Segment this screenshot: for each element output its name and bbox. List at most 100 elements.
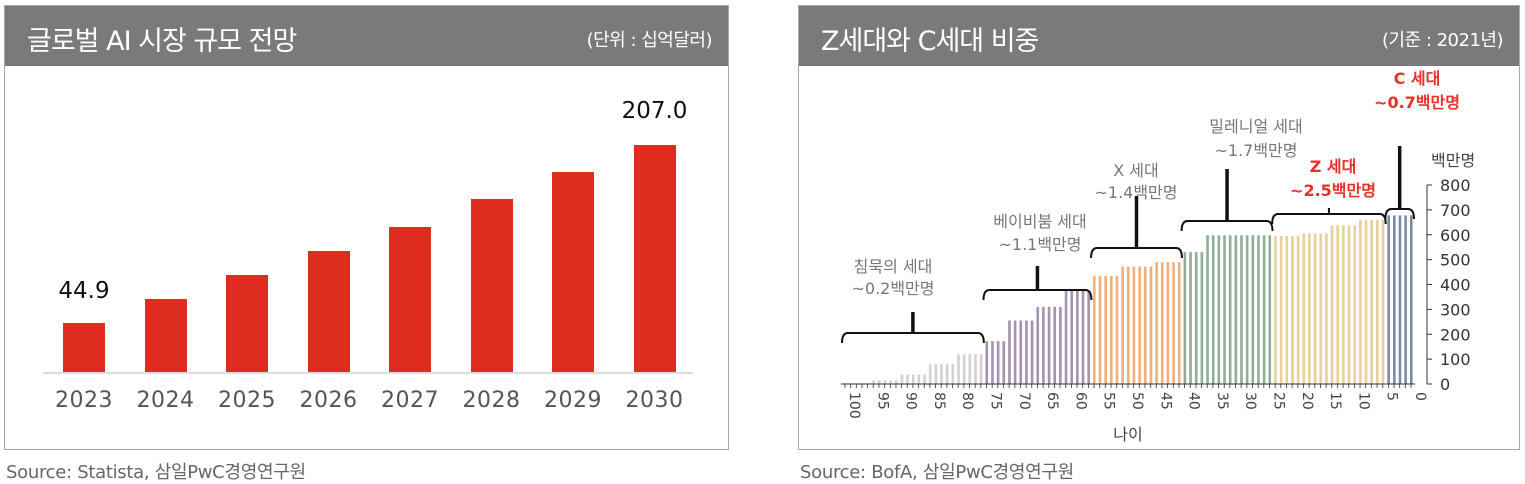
- age-bar: [1376, 219, 1379, 384]
- y-tick-label: 200: [1440, 325, 1471, 344]
- age-bar: [1059, 306, 1062, 384]
- x-tick-label: 10: [1355, 392, 1371, 410]
- age-bar: [1155, 262, 1158, 384]
- age-bar: [979, 354, 983, 384]
- generation-name-label: C 세대: [1394, 69, 1441, 88]
- age-bar: [1087, 290, 1090, 384]
- x-tick-label: 50: [1129, 392, 1145, 410]
- age-bar: [928, 364, 932, 384]
- age-bar: [951, 364, 955, 384]
- age-bar: [894, 380, 898, 384]
- age-bar: [923, 374, 926, 384]
- age-bar: [968, 354, 972, 384]
- generation-bracket: [982, 289, 1093, 301]
- age-bar: [1240, 235, 1243, 384]
- age-bar: [962, 354, 966, 384]
- x-tick-label: 15: [1327, 392, 1343, 410]
- x-tick-label: 100: [846, 392, 862, 419]
- age-bar: [1251, 235, 1255, 384]
- source-note-left: Source: Statista, 삼일PwC경영연구원: [6, 462, 306, 483]
- panel-header: 글로벌 AI 시장 규모 전망 (단위 : 십억달러): [5, 6, 728, 66]
- age-bar: [1353, 225, 1356, 384]
- age-bar: [1223, 235, 1226, 384]
- age-bar: [1325, 233, 1328, 384]
- age-bar: [1013, 320, 1017, 384]
- chart-unit: (기준 : 2021년): [1381, 30, 1504, 51]
- age-bar: [1291, 235, 1294, 384]
- bar-2027: [389, 227, 431, 372]
- ai-market-chart-panel: 글로벌 AI 시장 규모 전망 (단위 : 십억달러) 44.9 207.0 2…: [4, 5, 729, 450]
- x-tick-label: 0: [1412, 392, 1428, 401]
- bar-2023: [63, 322, 105, 372]
- age-bar: [1081, 290, 1085, 384]
- x-tick-label: 2023: [55, 388, 113, 413]
- chart-unit: (단위 : 십억달러): [586, 30, 713, 51]
- x-tick-label: 55: [1101, 392, 1117, 410]
- age-bar: [917, 374, 921, 384]
- generation-name-label: X 세대: [1113, 161, 1159, 180]
- x-tick-label: 5: [1384, 392, 1400, 401]
- age-bar: [1121, 266, 1124, 384]
- last-value-label: 207.0: [621, 98, 688, 124]
- age-bar: [1308, 233, 1311, 384]
- age-bar: [934, 364, 938, 384]
- generation-value-label: ~2.5백만명: [1290, 181, 1376, 200]
- x-tick-label: 45: [1157, 392, 1173, 410]
- y-tick-label: 300: [1440, 300, 1471, 319]
- age-bar: [1330, 225, 1334, 384]
- age-bar: [1217, 235, 1221, 384]
- age-bar: [1149, 266, 1153, 384]
- x-tick-label: 90: [903, 392, 919, 410]
- age-bar: [1279, 235, 1283, 384]
- bar-2029: [552, 171, 594, 372]
- source-note-right: Source: BofA, 삼일PwC경영연구원: [800, 462, 1074, 483]
- x-tick-label: 95: [874, 392, 890, 410]
- age-bar: [1319, 233, 1323, 384]
- age-bar: [1228, 235, 1232, 384]
- x-tick-label: 2027: [381, 388, 439, 413]
- age-bar: [1143, 266, 1147, 384]
- generation-bracket: [841, 332, 985, 344]
- age-bar: [1064, 290, 1068, 384]
- age-bar: [1398, 215, 1402, 384]
- y-tick-label: 600: [1440, 226, 1471, 245]
- bar-2028: [470, 198, 513, 372]
- x-tick-label: 60: [1072, 392, 1088, 410]
- age-bar: [1359, 219, 1362, 384]
- generation-value-label: ~0.7백만명: [1374, 93, 1460, 112]
- age-bar: [1104, 275, 1107, 384]
- generation-value-label: ~0.2백만명: [851, 279, 934, 298]
- y-tick-label: 0: [1440, 375, 1450, 394]
- age-bar: [1110, 275, 1113, 384]
- age-bar: [945, 364, 949, 384]
- age-bar: [1370, 219, 1373, 384]
- x-axis-baseline: [43, 372, 693, 374]
- age-bar: [1070, 290, 1073, 384]
- x-tick-label: 2028: [462, 388, 521, 413]
- bar-2024: [144, 298, 187, 372]
- generation-value-label: ~1.1백만명: [998, 235, 1081, 254]
- x-tick-label: 2025: [218, 388, 276, 413]
- age-bar: [1206, 235, 1209, 384]
- age-bar: [1393, 215, 1396, 384]
- age-bar: [1234, 235, 1238, 384]
- x-tick-label: 85: [931, 392, 947, 410]
- age-bar: [1211, 235, 1215, 384]
- x-tick-label: 2030: [625, 388, 684, 413]
- age-bar: [1177, 262, 1181, 384]
- age-bar: [1025, 320, 1028, 384]
- age-bar: [996, 341, 1000, 384]
- age-bar: [1262, 235, 1266, 384]
- bar-2026: [307, 251, 350, 372]
- y-tick-label: 500: [1440, 251, 1471, 270]
- age-bar: [1342, 225, 1345, 384]
- age-bar: [1042, 306, 1045, 384]
- age-bar: [1127, 266, 1130, 384]
- x-tick-label: 2026: [299, 388, 358, 413]
- age-bar: [1030, 320, 1034, 384]
- age-bar: [1285, 235, 1289, 384]
- age-bar: [1257, 235, 1260, 384]
- generation-chart-panel: Z세대와 C세대 비중 (기준 : 2021년) 100 95 90 85 80 75 70…: [798, 5, 1520, 450]
- x-tick-label: 2029: [544, 388, 602, 413]
- age-bar: [1313, 233, 1317, 384]
